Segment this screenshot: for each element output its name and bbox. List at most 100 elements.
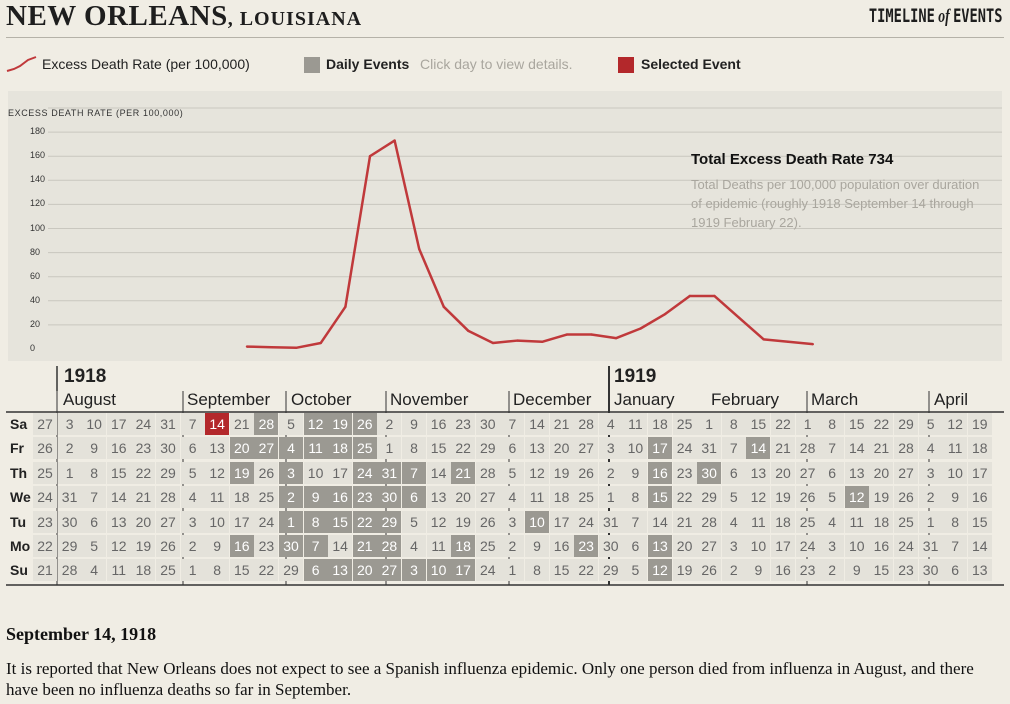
- calendar-day[interactable]: 17: [648, 437, 672, 460]
- calendar-day[interactable]: 19: [672, 559, 697, 582]
- calendar-day[interactable]: 15: [648, 486, 672, 509]
- calendar-day[interactable]: 22: [254, 559, 279, 582]
- calendar-day[interactable]: 2: [500, 535, 525, 557]
- calendar-day[interactable]: 3: [180, 510, 205, 533]
- calendar-day[interactable]: 24: [672, 437, 697, 460]
- calendar-day[interactable]: 29: [598, 559, 623, 582]
- calendar-day[interactable]: 22: [574, 559, 599, 582]
- calendar-day[interactable]: 5: [82, 535, 107, 557]
- calendar-day[interactable]: 24: [795, 535, 820, 557]
- calendar-day[interactable]: 27: [377, 559, 402, 582]
- calendar-day[interactable]: 10: [525, 510, 549, 533]
- calendar-day[interactable]: 21: [33, 559, 57, 582]
- calendar-day[interactable]: 11: [844, 510, 869, 533]
- calendar-day[interactable]: 19: [328, 413, 353, 435]
- calendar-day[interactable]: 22: [869, 413, 894, 435]
- calendar-day[interactable]: 18: [451, 535, 476, 557]
- calendar-day[interactable]: 31: [918, 535, 943, 557]
- calendar-day[interactable]: 28: [475, 461, 500, 484]
- calendar-day[interactable]: 3: [598, 437, 623, 460]
- calendar-day[interactable]: 7: [303, 535, 328, 557]
- calendar-day[interactable]: 17: [967, 461, 992, 484]
- calendar-day[interactable]: 29: [57, 535, 82, 557]
- calendar-day[interactable]: 2: [820, 559, 845, 582]
- calendar-day[interactable]: 25: [574, 486, 599, 509]
- calendar-day[interactable]: 30: [918, 559, 943, 582]
- calendar-day[interactable]: 18: [967, 437, 992, 460]
- calendar-day[interactable]: 28: [697, 510, 722, 533]
- calendar-day[interactable]: 31: [377, 461, 402, 484]
- calendar-day[interactable]: 30: [475, 413, 500, 435]
- calendar-day[interactable]: 6: [303, 559, 328, 582]
- calendar-day[interactable]: 29: [894, 413, 918, 435]
- calendar-day[interactable]: 13: [205, 437, 230, 460]
- calendar-day[interactable]: 4: [180, 486, 205, 509]
- calendar-day[interactable]: 10: [303, 461, 328, 484]
- calendar-day[interactable]: 15: [328, 510, 353, 533]
- calendar-day[interactable]: 15: [869, 559, 894, 582]
- calendar-day[interactable]: 16: [229, 535, 254, 557]
- calendar-day[interactable]: 15: [746, 413, 771, 435]
- calendar-day[interactable]: 27: [33, 413, 57, 435]
- calendar-day[interactable]: 12: [525, 461, 549, 484]
- calendar-day[interactable]: 12: [844, 486, 869, 509]
- calendar-day[interactable]: 18: [229, 486, 254, 509]
- calendar-day[interactable]: 13: [967, 559, 992, 582]
- calendar-day[interactable]: 30: [156, 437, 180, 460]
- calendar-day[interactable]: 3: [721, 535, 746, 557]
- calendar-day[interactable]: 2: [377, 413, 402, 435]
- calendar-day[interactable]: 14: [525, 413, 549, 435]
- calendar-day[interactable]: 20: [229, 437, 254, 460]
- calendar-day[interactable]: 10: [82, 413, 107, 435]
- calendar-day[interactable]: 26: [574, 461, 599, 484]
- calendar-day[interactable]: 24: [475, 559, 500, 582]
- calendar-day[interactable]: 30: [697, 461, 722, 484]
- calendar-day[interactable]: 26: [33, 437, 57, 460]
- calendar-day[interactable]: 1: [795, 413, 820, 435]
- calendar-day[interactable]: 4: [820, 510, 845, 533]
- calendar-day[interactable]: 2: [721, 559, 746, 582]
- calendar-day[interactable]: 25: [156, 559, 180, 582]
- calendar-day[interactable]: 5: [402, 510, 426, 533]
- calendar-day[interactable]: 2: [598, 461, 623, 484]
- calendar-day[interactable]: 24: [33, 486, 57, 509]
- calendar-day[interactable]: 20: [771, 461, 795, 484]
- calendar-day[interactable]: 13: [525, 437, 549, 460]
- calendar-day[interactable]: 6: [721, 461, 746, 484]
- calendar-day[interactable]: 21: [771, 437, 795, 460]
- calendar-day[interactable]: 16: [648, 461, 672, 484]
- calendar-day[interactable]: 20: [352, 559, 377, 582]
- calendar-day[interactable]: 6: [623, 535, 648, 557]
- calendar-day[interactable]: 13: [106, 510, 131, 533]
- calendar-day[interactable]: 13: [746, 461, 771, 484]
- calendar-day[interactable]: 11: [106, 559, 131, 582]
- calendar-day[interactable]: 6: [180, 437, 205, 460]
- calendar-day[interactable]: 28: [377, 535, 402, 557]
- calendar-day[interactable]: 14: [426, 461, 451, 484]
- calendar-day[interactable]: 1: [500, 559, 525, 582]
- calendar-day[interactable]: 14: [746, 437, 771, 460]
- calendar-day[interactable]: 17: [549, 510, 574, 533]
- calendar-day[interactable]: 10: [943, 461, 968, 484]
- calendar-day[interactable]: 14: [844, 437, 869, 460]
- calendar-day[interactable]: 23: [33, 510, 57, 533]
- calendar-day[interactable]: 13: [426, 486, 451, 509]
- calendar-day[interactable]: 23: [894, 559, 918, 582]
- calendar-day[interactable]: 12: [426, 510, 451, 533]
- calendar-day[interactable]: 19: [131, 535, 156, 557]
- calendar-day[interactable]: 9: [303, 486, 328, 509]
- calendar-day[interactable]: 9: [746, 559, 771, 582]
- calendar-day[interactable]: 20: [549, 437, 574, 460]
- calendar-day[interactable]: 27: [156, 510, 180, 533]
- calendar-day[interactable]: 7: [943, 535, 968, 557]
- calendar-day[interactable]: 30: [377, 486, 402, 509]
- calendar-day[interactable]: 25: [672, 413, 697, 435]
- calendar-day[interactable]: 6: [82, 510, 107, 533]
- calendar-day[interactable]: 8: [525, 559, 549, 582]
- calendar-day[interactable]: 22: [451, 437, 476, 460]
- calendar-day[interactable]: 2: [279, 486, 303, 509]
- calendar-day[interactable]: 12: [106, 535, 131, 557]
- calendar-day[interactable]: 2: [180, 535, 205, 557]
- calendar-day[interactable]: 26: [475, 510, 500, 533]
- calendar-day[interactable]: 4: [918, 437, 943, 460]
